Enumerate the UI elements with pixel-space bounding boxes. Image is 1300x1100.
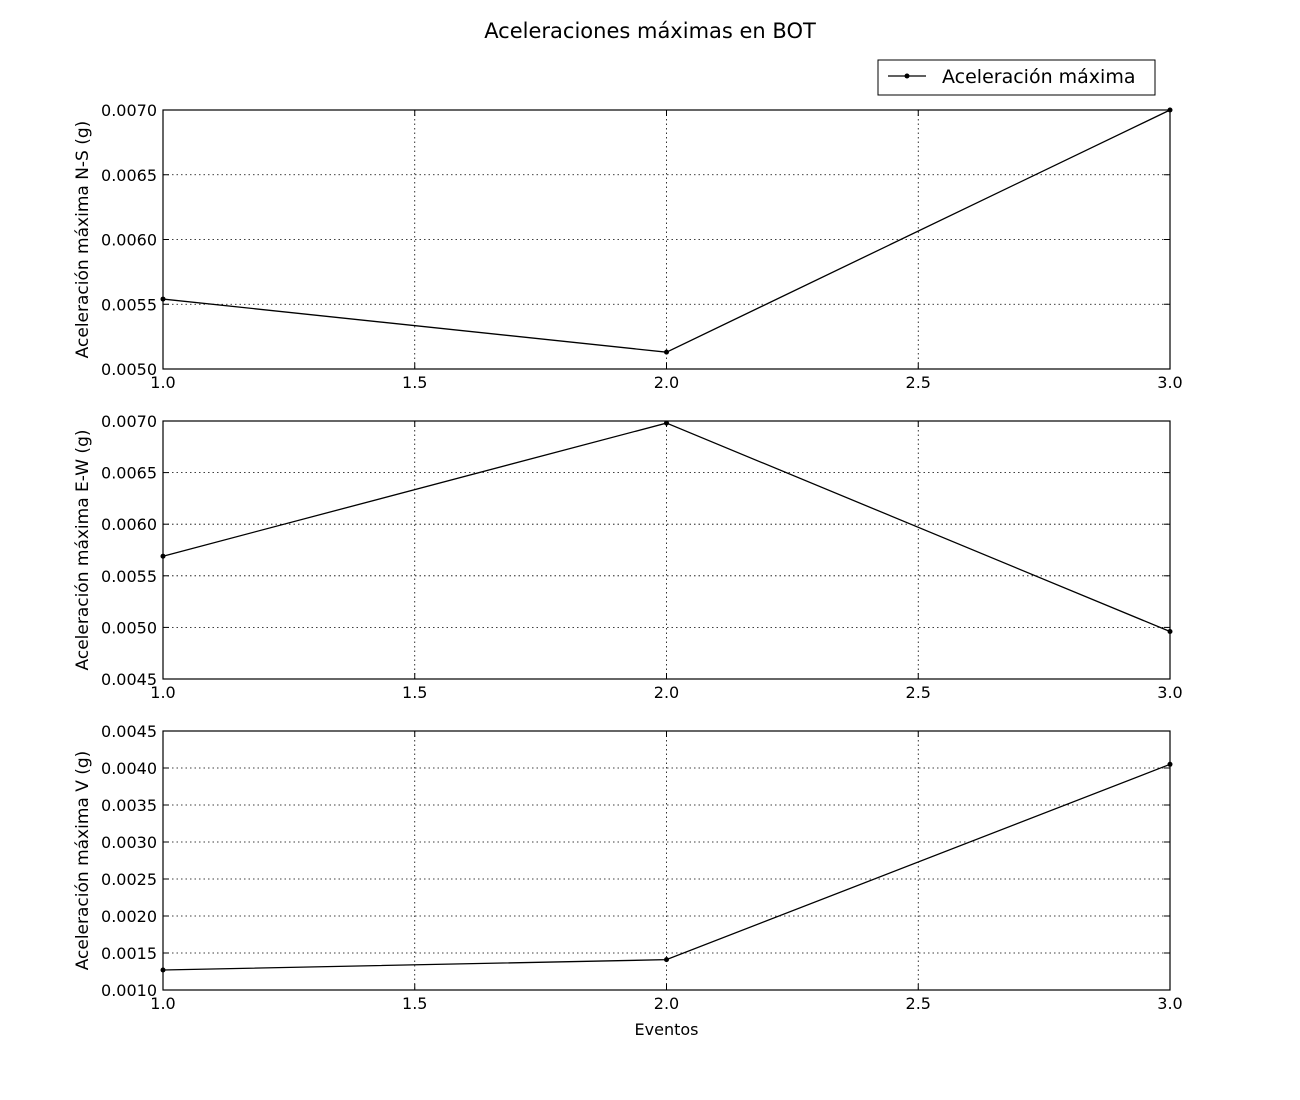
legend: Aceleración máxima bbox=[877, 59, 1156, 96]
legend-marker-sample bbox=[904, 73, 910, 79]
subplot-3-x-tick-label: 1.5 bbox=[402, 994, 427, 1013]
subplot-3-axes-frame bbox=[162, 730, 1171, 991]
subplot-3-x-tick-label: 1.0 bbox=[150, 994, 175, 1013]
subplot-1-data-point bbox=[664, 349, 669, 355]
subplot-1-y-tick-label: 0.0060 bbox=[101, 231, 157, 250]
subplot-1-x-tick-label: 2.5 bbox=[906, 373, 931, 392]
subplot-1: 1.0 1.5 2.0 2.5 3.0 0.0050 0.0055 0.0060 0.0065 0… bbox=[73, 101, 1183, 392]
subplot-1-x-tick-label: 1.5 bbox=[402, 373, 427, 392]
subplot-1-y-tick-label: 0.0070 bbox=[101, 101, 157, 120]
subplot-3: 1.0 1.5 2.0 2.5 3.0 0.0010 0.0015 0.0020 0.0025 0… bbox=[73, 722, 1183, 1039]
subplot-2-x-tick-label: 1.5 bbox=[402, 683, 427, 702]
subplot-1-y-tick-label: 0.0065 bbox=[101, 166, 157, 185]
subplot-3-data-point bbox=[664, 957, 669, 963]
subplot-1-axes-frame bbox=[162, 109, 1171, 370]
subplot-1-x-tick-label: 2.0 bbox=[654, 373, 679, 392]
subplot-2-data-point bbox=[160, 553, 166, 559]
subplot-3-y-tick-label: 0.0045 bbox=[101, 722, 157, 741]
subplot-3-x-tick-label: 2.5 bbox=[906, 994, 931, 1013]
subplot-2-x-tick-label: 2.0 bbox=[654, 683, 679, 702]
subplot-2: 1.0 1.5 2.0 2.5 3.0 0.0045 0.0050 0.0055 0.0060 0… bbox=[73, 412, 1183, 702]
subplot-1-y-tick-label: 0.0050 bbox=[101, 360, 157, 379]
subplot-3-y-tick-label: 0.0020 bbox=[101, 907, 157, 926]
subplot-3-y-tick-label: 0.0015 bbox=[101, 944, 157, 963]
subplot-1-y-axis-label: Aceleración máxima N-S (g) bbox=[73, 121, 93, 359]
subplot-3-y-tick-label: 0.0030 bbox=[101, 833, 157, 852]
subplot-2-x-tick-label: 2.5 bbox=[906, 683, 931, 702]
subplot-3-y-tick-label: 0.0025 bbox=[101, 870, 157, 889]
subplot-3-x-axis-label: Eventos bbox=[635, 1020, 699, 1039]
subplot-2-y-tick-label: 0.0060 bbox=[101, 515, 157, 534]
subplot-3-y-tick-label: 0.0035 bbox=[101, 796, 157, 815]
subplot-1-y-tick-label: 0.0055 bbox=[101, 295, 157, 314]
subplot-3-y-tick-label: 0.0040 bbox=[101, 759, 157, 778]
subplot-1-x-tick-label: 1.0 bbox=[150, 373, 175, 392]
subplot-2-y-axis-label: Aceleración máxima E-W (g) bbox=[73, 430, 93, 671]
subplot-2-y-tick-label: 0.0065 bbox=[101, 464, 157, 483]
subplot-3-data-point bbox=[160, 967, 166, 973]
legend-box bbox=[877, 59, 1156, 96]
subplot-2-y-tick-label: 0.0050 bbox=[101, 618, 157, 637]
subplot-3-x-tick-label: 3.0 bbox=[1157, 994, 1182, 1013]
subplot-2-y-tick-label: 0.0045 bbox=[101, 670, 157, 689]
subplot-1-x-tick-label: 3.0 bbox=[1157, 373, 1182, 392]
subplot-2-x-tick-label: 3.0 bbox=[1157, 683, 1182, 702]
subplot-2-axes-frame bbox=[162, 420, 1171, 680]
subplot-2-data-point bbox=[664, 420, 669, 426]
subplot-2-y-tick-label: 0.0070 bbox=[101, 412, 157, 431]
subplot-1-data-point bbox=[160, 296, 166, 302]
subplot-3-y-axis-label: Aceleración máxima V (g) bbox=[73, 751, 93, 971]
subplot-1-data-point bbox=[1167, 107, 1173, 113]
legend-label: Aceleración máxima bbox=[942, 66, 1135, 88]
subplot-3-x-tick-label: 2.0 bbox=[654, 994, 679, 1013]
subplot-2-x-tick-label: 1.0 bbox=[150, 683, 175, 702]
subplot-3-data-point bbox=[1167, 761, 1173, 767]
subplot-3-y-tick-label: 0.0010 bbox=[101, 981, 157, 1000]
subplot-2-series-line bbox=[162, 422, 1171, 633]
subplot-2-y-tick-label: 0.0055 bbox=[101, 567, 157, 586]
subplot-2-data-point bbox=[1167, 629, 1173, 635]
subplots: 1.0 1.5 2.0 2.5 3.0 0.0050 0.0055 0.0060 0.0065 0… bbox=[73, 101, 1183, 1039]
figure-title: Aceleraciones máximas en BOT bbox=[484, 19, 816, 43]
